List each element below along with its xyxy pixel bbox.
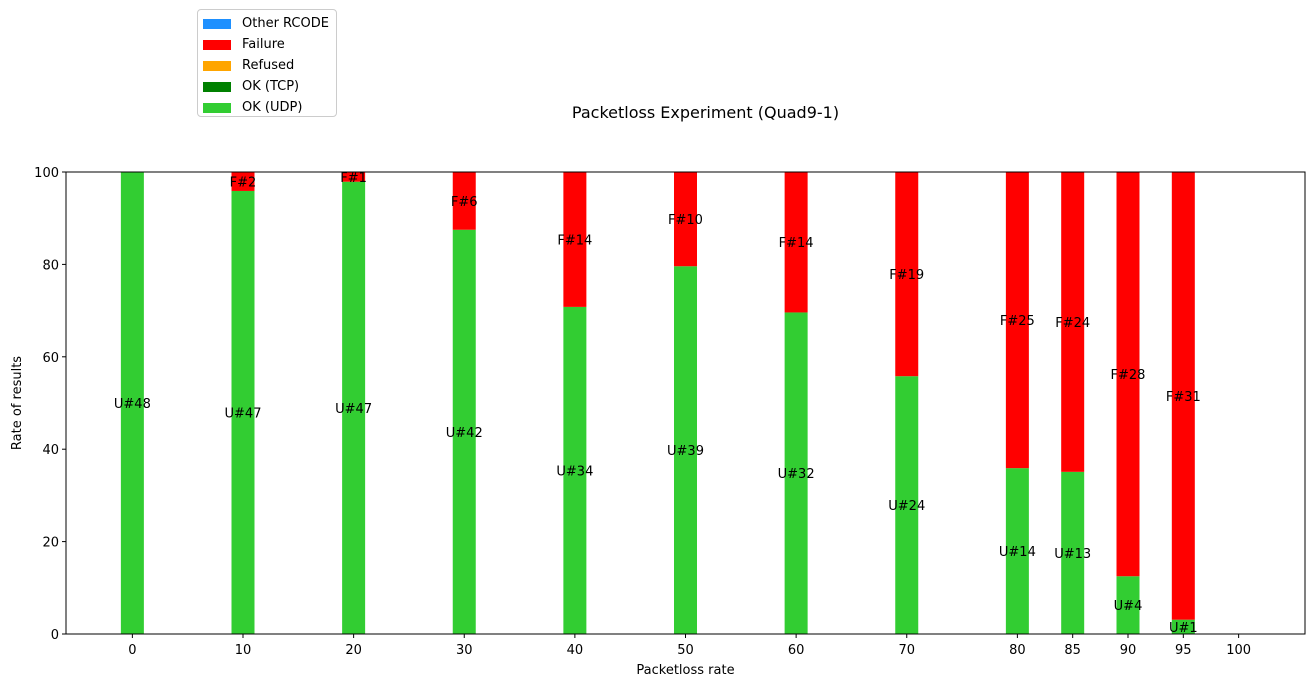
bar-failure-30 — [452, 172, 476, 230]
legend-label: OK (UDP) — [242, 100, 303, 115]
bar-ok-udp--20 — [342, 181, 366, 634]
x-tick-label: 40 — [567, 643, 584, 658]
bar-label: U#32 — [778, 467, 815, 482]
bar-label: U#13 — [1054, 547, 1091, 562]
bar-ok-udp--0 — [120, 172, 144, 634]
y-tick-label: 40 — [42, 443, 59, 458]
bar-ok-udp--95 — [1171, 619, 1195, 634]
y-axis-label: Rate of results — [10, 356, 25, 450]
x-tick-label: 20 — [345, 643, 362, 658]
bar-failure-90 — [1116, 172, 1140, 577]
x-tick-label: 10 — [235, 643, 252, 658]
x-tick-label: 80 — [1009, 643, 1026, 658]
x-tick-label: 100 — [1226, 643, 1251, 658]
legend-swatch — [203, 60, 231, 71]
legend-item: Other RCODE — [203, 13, 336, 34]
y-tick-label: 80 — [42, 258, 59, 273]
bar-ok-udp--30 — [452, 229, 476, 634]
bar-label: F#31 — [1166, 390, 1201, 405]
legend-item: OK (TCP) — [203, 76, 336, 97]
bar-label: F#25 — [1000, 314, 1035, 329]
legend-swatch — [203, 81, 231, 92]
bar-failure-10 — [231, 172, 255, 191]
bar-failure-85 — [1061, 172, 1085, 472]
bar-ok-udp--70 — [895, 376, 919, 634]
bar-label: U#4 — [1114, 599, 1143, 614]
bar-label: F#14 — [779, 236, 814, 251]
legend-item: Failure — [203, 34, 336, 55]
legend-swatch — [203, 18, 231, 29]
bar-failure-80 — [1005, 172, 1029, 469]
x-tick-label: 0 — [128, 643, 136, 658]
y-tick-label: 20 — [42, 536, 59, 551]
x-tick-label: 60 — [788, 643, 805, 658]
bar-failure-95 — [1171, 172, 1195, 620]
legend-item: OK (UDP) — [203, 97, 336, 118]
x-tick-label: 50 — [677, 643, 694, 658]
bar-failure-50 — [674, 172, 697, 267]
bar-failure-20 — [342, 172, 366, 182]
x-tick-label: 90 — [1120, 643, 1137, 658]
bar-label: U#39 — [667, 444, 704, 459]
legend-swatch — [203, 39, 231, 50]
x-tick-label: 95 — [1175, 643, 1192, 658]
bar-label: U#47 — [225, 406, 262, 421]
legend-label: Failure — [242, 37, 285, 52]
bar-ok-udp--40 — [563, 306, 587, 634]
y-tick-label: 60 — [42, 351, 59, 366]
chart-title: Packetloss Experiment (Quad9-1) — [572, 103, 839, 122]
bar-label: U#34 — [556, 464, 593, 479]
bar-ok-udp--60 — [784, 312, 808, 634]
bar-label: F#10 — [668, 213, 703, 228]
bar-ok-udp--50 — [674, 266, 697, 634]
chart-legend: Other RCODE Failure Refused OK (TCP) OK (UDP… — [197, 9, 337, 117]
legend-swatch — [203, 102, 231, 113]
y-tick-label: 100 — [34, 166, 59, 181]
bar-failure-70 — [895, 172, 919, 377]
bar-ok-udp--90 — [1116, 576, 1140, 634]
bar-label: F#28 — [1111, 368, 1146, 383]
legend-label: OK (TCP) — [242, 79, 300, 94]
y-tick-label: 0 — [51, 628, 59, 643]
bar-label: U#47 — [335, 402, 372, 417]
bar-failure-40 — [563, 172, 587, 307]
bar-label: F#19 — [889, 268, 924, 283]
x-tick-label: 85 — [1064, 643, 1081, 658]
legend-label: Refused — [242, 58, 295, 73]
x-axis-label: Packetloss rate — [636, 663, 734, 678]
bar-ok-udp--10 — [231, 190, 255, 634]
x-tick-label: 30 — [456, 643, 473, 658]
legend-item: Refused — [203, 55, 336, 76]
bar-failure-60 — [784, 172, 808, 313]
legend-label: Other RCODE — [242, 16, 329, 31]
bar-ok-udp--85 — [1061, 471, 1085, 634]
bar-label: U#48 — [114, 397, 151, 412]
bar-label: U#1 — [1169, 621, 1198, 636]
bar-label: U#24 — [888, 499, 925, 514]
bar-label: F#24 — [1055, 316, 1090, 331]
bar-label: U#42 — [446, 426, 483, 441]
bar-label: F#2 — [230, 175, 257, 190]
bar-label: F#6 — [451, 195, 478, 210]
bar-label: F#1 — [340, 171, 367, 186]
bar-ok-udp--80 — [1005, 468, 1029, 634]
x-tick-label: 70 — [898, 643, 915, 658]
bar-label: U#14 — [999, 545, 1036, 560]
bar-label: F#14 — [557, 233, 592, 248]
